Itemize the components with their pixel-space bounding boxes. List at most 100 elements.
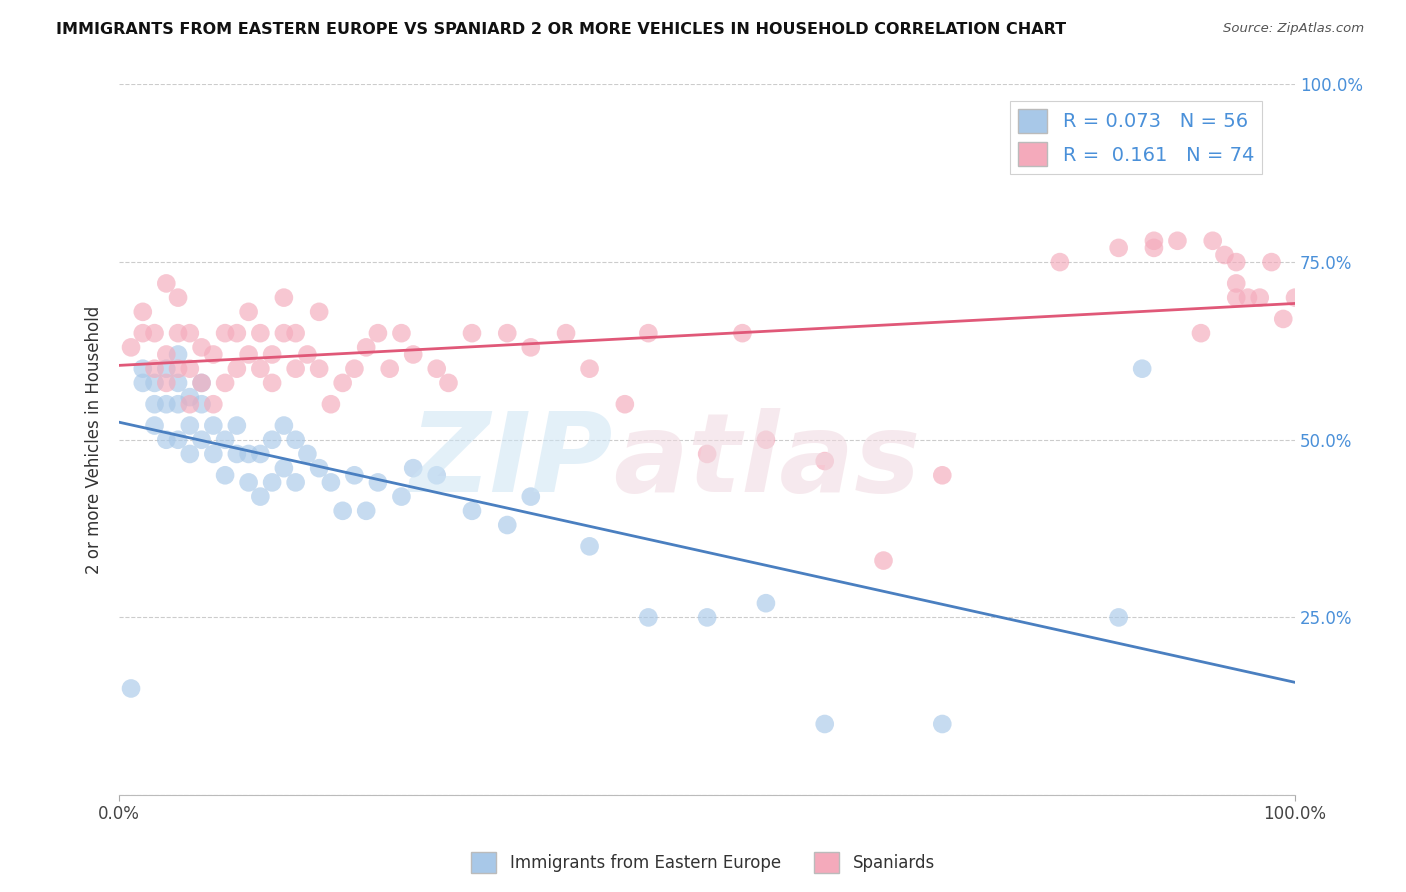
Point xyxy=(155,277,177,291)
Point xyxy=(520,490,543,504)
Point xyxy=(167,433,190,447)
Point xyxy=(225,447,247,461)
Point xyxy=(332,376,354,390)
Point xyxy=(214,326,236,340)
Point xyxy=(1237,291,1260,305)
Point xyxy=(167,361,190,376)
Point xyxy=(755,596,778,610)
Point xyxy=(520,340,543,354)
Point xyxy=(402,461,425,475)
Point xyxy=(308,361,330,376)
Point xyxy=(461,326,484,340)
Point xyxy=(284,433,307,447)
Point xyxy=(273,418,295,433)
Point xyxy=(1166,234,1188,248)
Point xyxy=(367,326,389,340)
Point xyxy=(179,418,201,433)
Point xyxy=(155,433,177,447)
Point xyxy=(179,447,201,461)
Point xyxy=(202,418,225,433)
Point xyxy=(426,468,449,483)
Legend: Immigrants from Eastern Europe, Spaniards: Immigrants from Eastern Europe, Spaniard… xyxy=(464,846,942,880)
Text: IMMIGRANTS FROM EASTERN EUROPE VS SPANIARD 2 OR MORE VEHICLES IN HOUSEHOLD CORRE: IMMIGRANTS FROM EASTERN EUROPE VS SPANIA… xyxy=(56,22,1066,37)
Point xyxy=(202,447,225,461)
Point xyxy=(1202,234,1225,248)
Point xyxy=(167,326,190,340)
Point xyxy=(755,433,778,447)
Point xyxy=(1260,255,1282,269)
Point xyxy=(1189,326,1212,340)
Point xyxy=(1143,241,1166,255)
Point xyxy=(167,397,190,411)
Point xyxy=(931,468,953,483)
Point xyxy=(297,347,319,361)
Point xyxy=(1108,241,1130,255)
Point xyxy=(238,347,260,361)
Point xyxy=(202,347,225,361)
Point xyxy=(273,461,295,475)
Point xyxy=(179,397,201,411)
Point xyxy=(214,468,236,483)
Point xyxy=(578,361,600,376)
Point xyxy=(1130,361,1153,376)
Point xyxy=(319,475,342,490)
Point xyxy=(273,326,295,340)
Point xyxy=(1213,248,1236,262)
Point xyxy=(249,326,271,340)
Point xyxy=(814,454,837,468)
Point xyxy=(132,361,155,376)
Point xyxy=(120,681,142,696)
Point xyxy=(931,717,953,731)
Point xyxy=(179,390,201,404)
Point xyxy=(437,376,460,390)
Point xyxy=(696,447,718,461)
Point xyxy=(155,347,177,361)
Legend: R = 0.073   N = 56, R =  0.161   N = 74: R = 0.073 N = 56, R = 0.161 N = 74 xyxy=(1010,102,1261,174)
Point xyxy=(1249,291,1271,305)
Point xyxy=(354,340,377,354)
Point xyxy=(225,326,247,340)
Point xyxy=(190,397,212,411)
Point xyxy=(262,347,284,361)
Point xyxy=(637,610,659,624)
Point xyxy=(167,376,190,390)
Point xyxy=(426,361,449,376)
Point xyxy=(249,361,271,376)
Text: Source: ZipAtlas.com: Source: ZipAtlas.com xyxy=(1223,22,1364,36)
Point xyxy=(132,326,155,340)
Point xyxy=(190,433,212,447)
Point xyxy=(578,539,600,553)
Point xyxy=(155,376,177,390)
Point xyxy=(332,504,354,518)
Point xyxy=(284,326,307,340)
Y-axis label: 2 or more Vehicles in Household: 2 or more Vehicles in Household xyxy=(86,306,103,574)
Point xyxy=(1272,312,1295,326)
Point xyxy=(238,305,260,319)
Point xyxy=(1108,610,1130,624)
Point xyxy=(214,433,236,447)
Point xyxy=(249,447,271,461)
Point xyxy=(696,610,718,624)
Point xyxy=(167,291,190,305)
Point xyxy=(354,504,377,518)
Point xyxy=(143,376,166,390)
Point xyxy=(637,326,659,340)
Point xyxy=(262,376,284,390)
Point xyxy=(814,717,837,731)
Point xyxy=(155,361,177,376)
Point xyxy=(367,475,389,490)
Point xyxy=(1143,234,1166,248)
Point xyxy=(132,376,155,390)
Point xyxy=(343,361,366,376)
Point xyxy=(225,418,247,433)
Point xyxy=(308,305,330,319)
Point xyxy=(238,475,260,490)
Point xyxy=(179,326,201,340)
Point xyxy=(343,468,366,483)
Point xyxy=(155,397,177,411)
Point xyxy=(297,447,319,461)
Point xyxy=(225,361,247,376)
Point xyxy=(1049,255,1071,269)
Point xyxy=(262,433,284,447)
Point xyxy=(190,340,212,354)
